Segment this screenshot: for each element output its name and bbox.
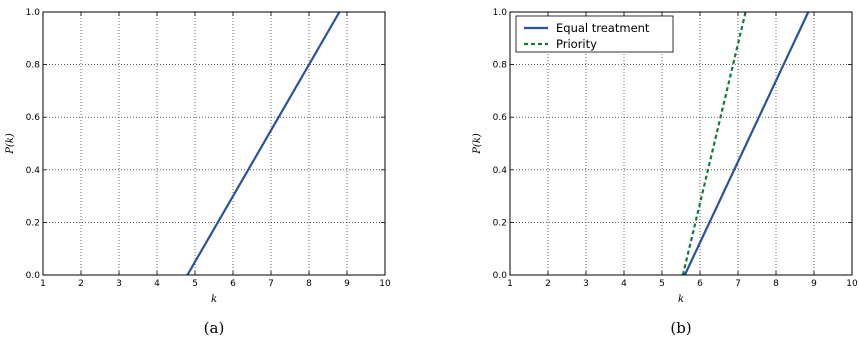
x-tick-label: 9 [811, 279, 817, 289]
y-tick-label: 0.0 [26, 271, 41, 281]
y-axis-label: P(k) [5, 133, 16, 155]
y-tick-label: 0.2 [493, 218, 507, 228]
y-axis-label: P(k) [472, 133, 483, 155]
series-line-priority [681, 11, 747, 276]
x-tick-label: 4 [154, 279, 160, 289]
series-line-1 [186, 11, 341, 276]
x-axis-label: k [678, 294, 684, 305]
x-tick-label: 5 [192, 279, 198, 289]
y-tick-label: 0.2 [26, 218, 40, 228]
y-tick-label: 0.0 [493, 271, 508, 281]
panel-caption: (a) [204, 319, 225, 337]
x-tick-label: 7 [735, 279, 741, 289]
x-tick-label: 1 [507, 279, 513, 289]
x-tick-label: 3 [116, 279, 122, 289]
legend: Equal treatment Priority [515, 15, 674, 53]
plot-frame [509, 11, 853, 276]
legend-box [515, 15, 674, 53]
y-tick-label: 0.6 [493, 113, 508, 123]
x-tick-label: 6 [230, 279, 236, 289]
x-tick-label: 7 [268, 279, 274, 289]
x-tick-label: 8 [773, 279, 779, 289]
y-tick-label: 0.8 [493, 61, 508, 71]
y-tick-label: 1.0 [26, 8, 41, 18]
y-tick-label: 0.6 [26, 113, 41, 123]
panel-caption: (b) [670, 319, 691, 337]
x-tick-label: 9 [344, 279, 350, 289]
x-tick-label: 2 [545, 279, 551, 289]
x-tick-label: 6 [697, 279, 703, 289]
series-line-equal-treatment [683, 11, 810, 276]
x-tick-label: 2 [78, 279, 84, 289]
y-tick-label: 1.0 [493, 8, 508, 18]
y-tick-label: 0.4 [26, 166, 41, 176]
legend-label: Priority [556, 37, 597, 51]
x-tick-label: 10 [379, 279, 391, 289]
x-tick-label: 8 [306, 279, 312, 289]
chart-panel-1: 1 2 3 4 5 6 7 8 9 10 0.0 0.2 0.4 0.6 0.8 1.0 k P(k) (a) [5, 8, 391, 337]
x-tick-label: 10 [846, 279, 858, 289]
y-tick-label: 0.4 [493, 166, 508, 176]
y-tick-label: 0.8 [26, 61, 41, 71]
x-tick-label: 1 [40, 279, 46, 289]
x-axis-label: k [211, 294, 217, 305]
x-tick-label: 3 [583, 279, 589, 289]
x-tick-label: 4 [621, 279, 627, 289]
chart-panel-2: 1 2 3 4 5 6 7 8 9 10 0.0 0.2 0.4 0.6 0.8 1.0 k P(k) (b) Equ… [472, 8, 858, 337]
legend-label: Equal treatment [556, 21, 650, 35]
x-tick-label: 5 [659, 279, 665, 289]
plot-frame [42, 11, 386, 276]
